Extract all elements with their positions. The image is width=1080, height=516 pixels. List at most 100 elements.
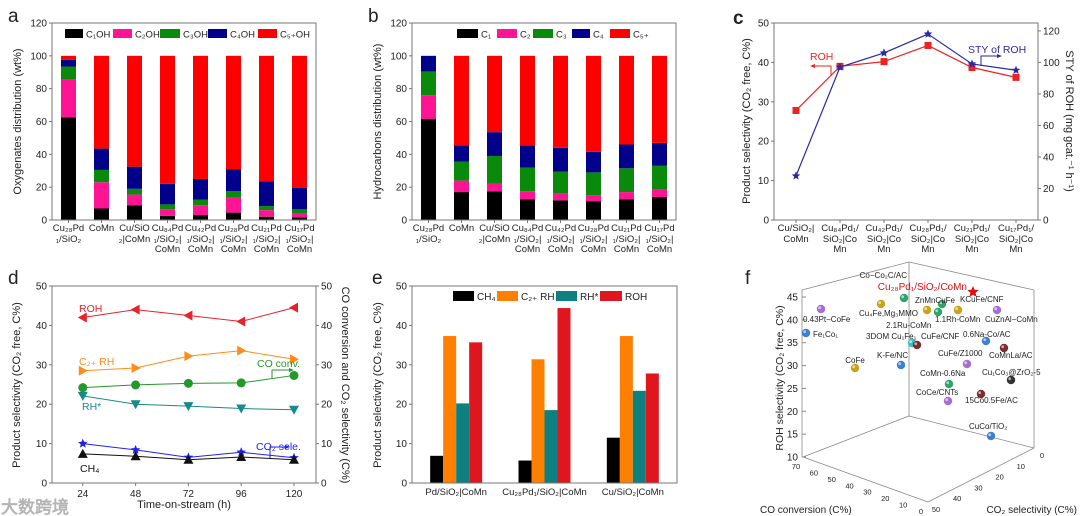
bar-segment bbox=[292, 209, 307, 214]
x-tick-label: Cu/SiO₂|CoMn bbox=[478, 223, 511, 245]
data-point bbox=[976, 389, 986, 399]
bar-segment bbox=[259, 210, 274, 217]
legend-swatch bbox=[533, 29, 553, 38]
bar-segment bbox=[586, 201, 601, 220]
legend-label: C₃OH bbox=[183, 30, 208, 41]
arrow-head-icon bbox=[285, 445, 290, 449]
bar bbox=[443, 336, 457, 483]
bar-segment bbox=[226, 169, 241, 192]
plot-frame bbox=[411, 285, 678, 484]
panel-label-c: c bbox=[733, 8, 744, 29]
bar bbox=[469, 342, 483, 483]
data-point bbox=[801, 328, 811, 338]
bar-segment bbox=[94, 208, 109, 220]
plot-frame bbox=[773, 22, 1039, 221]
legend-swatch bbox=[113, 29, 132, 38]
panel-label-e: e bbox=[372, 268, 383, 289]
data-point bbox=[130, 304, 140, 315]
y-axis-tick-label: 0 bbox=[401, 216, 407, 227]
bar-segment bbox=[454, 192, 469, 220]
x-axis-label: CO conversion (C%) bbox=[760, 505, 852, 516]
bar-segment bbox=[94, 169, 109, 183]
axis-box-edge bbox=[802, 415, 910, 458]
data-point bbox=[184, 351, 194, 362]
x-tick-label: Cu₈₄Pd₁/SiO₂|CoMn bbox=[511, 223, 544, 255]
data-point bbox=[236, 447, 246, 457]
y2-axis-tick-label: 100 bbox=[1043, 58, 1060, 69]
point-label: Fe₁Co₁ bbox=[813, 330, 838, 339]
bar-segment bbox=[487, 183, 502, 192]
x-tick-label: Cu₂₈Pd₁/SiO₂|CoMn bbox=[502, 487, 587, 498]
y-axis-tick-label: 100 bbox=[390, 51, 407, 62]
series-label: CH₄ bbox=[80, 463, 99, 475]
bar bbox=[606, 437, 620, 483]
y2-axis-tick-label: 0 bbox=[321, 479, 327, 490]
x-tick-label: Cu₂₁Pd₁/SiO₂|CoMn bbox=[611, 223, 642, 255]
point-label: 2.1Ru-CoMn bbox=[886, 321, 931, 330]
x-tick-label: Cu₈₄Pd₁/SiO₂|CoMn bbox=[151, 223, 184, 255]
bar-segment bbox=[520, 191, 535, 200]
legend-swatch bbox=[610, 29, 630, 38]
z-tick-label: 45 bbox=[787, 293, 799, 304]
legend-swatch bbox=[497, 29, 517, 38]
point-label: 0.43Pt−CoFe bbox=[803, 315, 851, 324]
legend-swatch bbox=[160, 29, 180, 38]
x-tick-label: 96 bbox=[236, 489, 248, 500]
x-tick-label: Cu₁₇Pd₁/SiO₂|CoMn bbox=[644, 223, 675, 255]
y-tick-label: 10 bbox=[1017, 462, 1025, 471]
y-axis-label: Product selectivity (CO₂ free, C%) bbox=[11, 302, 23, 468]
data-point bbox=[236, 404, 247, 414]
bar-segment bbox=[553, 171, 568, 194]
z-tick-label: 25 bbox=[787, 384, 799, 395]
x-tick-label: 40 bbox=[845, 481, 853, 490]
y-axis-tick-label: 40 bbox=[396, 150, 408, 161]
y-axis-tick-label: 40 bbox=[758, 58, 770, 69]
bar-segment bbox=[652, 165, 667, 190]
bar-segment bbox=[553, 193, 568, 201]
plot-frame bbox=[51, 285, 317, 484]
bar bbox=[557, 308, 571, 483]
bar bbox=[430, 455, 444, 483]
bar-segment bbox=[487, 55, 502, 133]
bar bbox=[518, 460, 532, 483]
legend-label: ROH bbox=[625, 292, 647, 303]
x-tick-label: Cu/SiO₂|CoMn bbox=[118, 223, 151, 245]
bar-segment bbox=[619, 192, 634, 200]
bar-segment bbox=[61, 117, 76, 220]
y2-axis-tick-label: 40 bbox=[1043, 152, 1055, 163]
x-tick-label: 72 bbox=[183, 489, 195, 500]
x-tick-label: Cu₄₂Pd₁/SiO₂|CoMn bbox=[184, 223, 217, 255]
z-axis-label: ROH selectivity (CO₂ free, C%) bbox=[774, 305, 786, 450]
data-point bbox=[77, 312, 87, 323]
data-point bbox=[880, 58, 888, 66]
bar-segment bbox=[259, 55, 274, 182]
point-label: CoCe/CNTs bbox=[916, 388, 958, 397]
data-point bbox=[77, 391, 88, 401]
y-axis-label: Product selectivity (CO₂ free, C%) bbox=[372, 302, 384, 468]
y-axis-tick-label: 20 bbox=[36, 400, 48, 411]
bar-segment bbox=[160, 183, 175, 205]
x-tick-label: Cu₈₄Pd₁/SiO₂|CoMn bbox=[821, 223, 859, 255]
bar-segment bbox=[487, 132, 502, 156]
y-axis-tick-label: 10 bbox=[36, 439, 48, 450]
legend-label: C₃ bbox=[556, 30, 567, 41]
bar bbox=[544, 410, 558, 483]
legend-swatch bbox=[453, 291, 474, 301]
panel-label-a: a bbox=[8, 6, 19, 27]
bar-segment bbox=[127, 205, 142, 220]
data-point bbox=[130, 444, 141, 454]
bar-segment bbox=[292, 217, 307, 220]
legend-swatch bbox=[600, 291, 622, 301]
bar-segment bbox=[160, 55, 175, 184]
legend-label: C₁ bbox=[481, 30, 491, 41]
y-axis-tick-label: 0 bbox=[401, 479, 407, 490]
data-point bbox=[77, 448, 88, 458]
point-label: 0.6Na-Co/AC bbox=[963, 330, 1011, 339]
series-label: CO conv. bbox=[257, 358, 300, 370]
bar-segment bbox=[259, 206, 274, 211]
data-point bbox=[986, 431, 996, 441]
bar-segment bbox=[193, 199, 208, 206]
bar-segment bbox=[193, 205, 208, 216]
bar bbox=[619, 336, 633, 483]
